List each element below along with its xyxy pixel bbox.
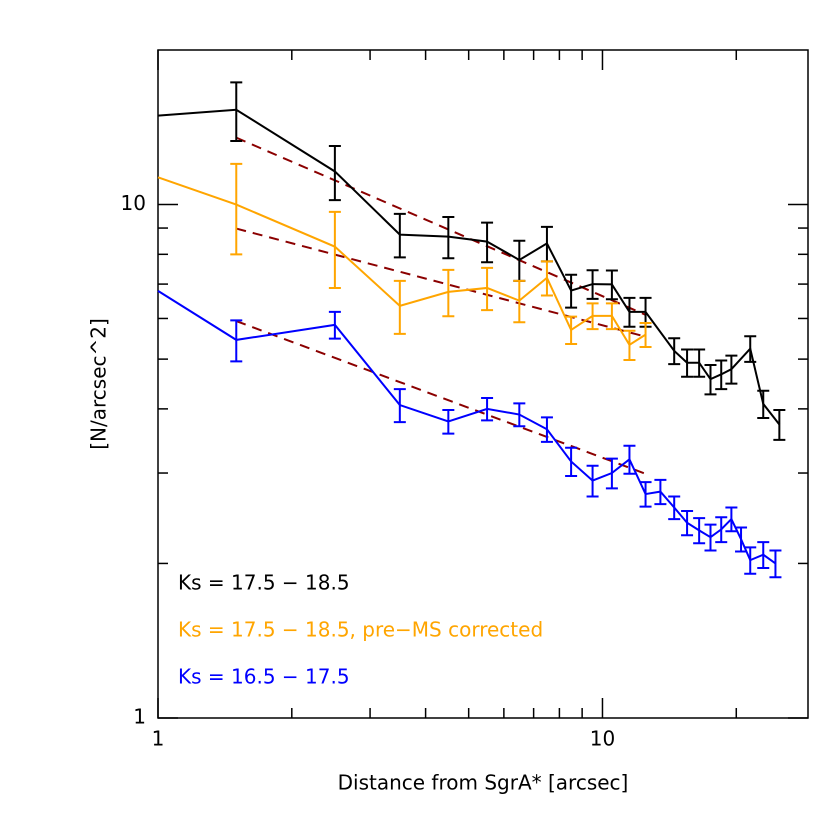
error-bar — [725, 354, 738, 385]
error-bar — [565, 273, 578, 309]
error-bar — [586, 269, 599, 300]
error-bar — [668, 495, 681, 521]
error-bar — [481, 266, 494, 312]
error-bar — [442, 215, 455, 260]
error-bar — [481, 221, 494, 264]
legend-label: Ks = 16.5 − 17.5 — [178, 665, 350, 689]
legend-label: Ks = 17.5 − 18.5 — [178, 571, 350, 595]
error-bar — [668, 337, 681, 366]
error-bar — [393, 279, 406, 335]
error-bar — [605, 457, 618, 490]
error-bar — [769, 549, 782, 579]
error-bar — [757, 389, 770, 419]
legend-label: Ks = 17.5 − 18.5, pre−MS corrected — [178, 618, 543, 642]
error-bar — [442, 268, 455, 318]
error-bar — [744, 546, 757, 575]
error-bar — [704, 363, 717, 396]
error-bar — [393, 212, 406, 259]
x-tick-label: 10 — [590, 727, 615, 751]
error-bar — [328, 145, 341, 202]
error-bar — [328, 210, 341, 289]
error-bar — [605, 269, 618, 301]
error-bar — [540, 225, 553, 263]
error-bar — [757, 541, 770, 569]
plot-frame — [157, 49, 809, 719]
fit-line — [235, 136, 646, 316]
error-bar — [565, 315, 578, 346]
error-bar — [513, 402, 526, 428]
error-bar — [693, 348, 706, 378]
error-bar — [513, 239, 526, 282]
error-bar — [744, 335, 757, 363]
error-bar — [623, 329, 636, 362]
error-bar — [586, 302, 599, 331]
error-bar — [328, 310, 341, 340]
error-bar — [513, 279, 526, 324]
error-bar — [230, 319, 243, 363]
series-line — [157, 290, 777, 565]
error-bar — [639, 321, 652, 348]
error-bar — [693, 517, 706, 545]
error-bar — [773, 408, 786, 441]
error-bar — [681, 348, 694, 378]
error-bar — [565, 446, 578, 478]
error-bar — [230, 81, 243, 142]
fit-line — [235, 320, 646, 475]
error-bar — [393, 388, 406, 424]
error-bar — [639, 481, 652, 508]
x-tick-label: 1 — [152, 727, 165, 751]
fit-line — [236, 227, 646, 338]
error-bar — [540, 416, 553, 443]
error-bar — [654, 478, 667, 506]
error-bar — [725, 506, 738, 533]
error-bar — [704, 523, 717, 552]
error-bar — [540, 260, 553, 297]
y-tick-label: 1 — [133, 705, 146, 729]
y-tick-label: 10 — [121, 191, 146, 215]
series-line — [157, 108, 781, 426]
error-bar — [586, 464, 599, 498]
error-bar — [715, 516, 728, 544]
error-bar — [481, 396, 494, 422]
error-bar — [442, 408, 455, 435]
error-bar — [605, 302, 618, 331]
error-bar — [681, 510, 694, 537]
error-bar — [735, 526, 748, 553]
error-bar — [623, 444, 636, 475]
y-axis-label: [N/arcsec^2] — [87, 318, 111, 450]
error-bar — [623, 296, 636, 328]
error-bar — [715, 359, 728, 391]
x-axis-label: Distance from SgrA* [arcsec] — [338, 771, 629, 795]
error-bar — [230, 162, 243, 256]
